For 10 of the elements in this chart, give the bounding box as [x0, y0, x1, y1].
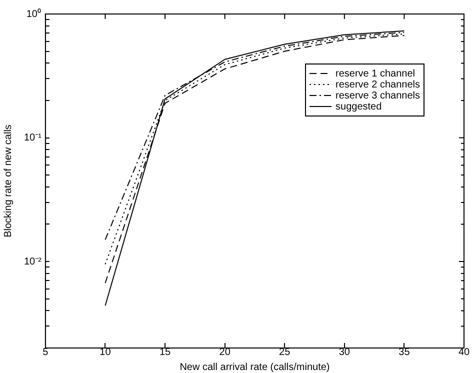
x-tick-label: 40 — [458, 346, 470, 358]
x-axis-title: New call arrival rate (calls/minute) — [180, 362, 330, 373]
y-tick-label: 10⁻¹ — [24, 132, 42, 144]
legend-label: reserve 3 channels — [336, 90, 420, 102]
legend-label: suggested — [336, 101, 382, 112]
y-tick-label: 10⁻² — [24, 256, 42, 268]
legend-label: reserve 1 channel — [336, 68, 416, 80]
y-axis-title: Blocking rate of new calls — [2, 124, 14, 238]
legend-label: reserve 2 channels — [336, 79, 420, 90]
y-tick-label: 10⁰ — [26, 8, 42, 20]
